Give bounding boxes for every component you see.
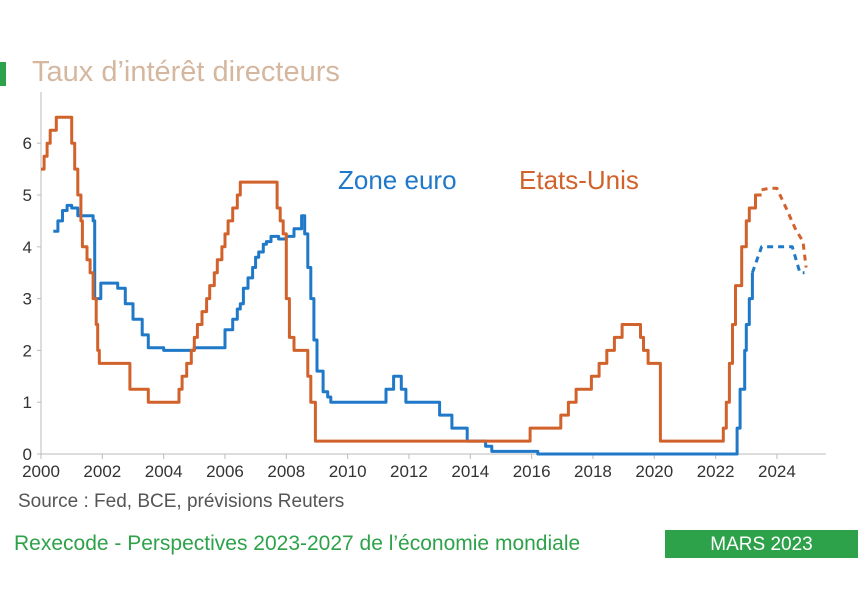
y-tick-label: 5	[23, 186, 32, 205]
series-line-1	[750, 245, 805, 275]
x-tick-label: 2016	[513, 462, 551, 481]
x-tick-label: 2006	[206, 462, 244, 481]
series-line-0	[53, 203, 754, 456]
chart-title: Taux d’intérêt directeurs	[32, 56, 340, 88]
x-tick-label: 2020	[635, 462, 673, 481]
title-accent-bar	[0, 62, 6, 86]
x-tick-label: 2008	[267, 462, 305, 481]
series-layer	[41, 115, 808, 456]
legend-zone-euro: Zone euro	[338, 165, 457, 195]
y-tick-label: 4	[23, 238, 32, 257]
date-badge: MARS 2023	[665, 530, 858, 558]
y-tick-label: 1	[23, 393, 32, 412]
x-tick-label: 2000	[22, 462, 60, 481]
series-line-2	[41, 115, 762, 443]
x-tick-label: 2002	[83, 462, 121, 481]
x-tick-label: 2012	[390, 462, 428, 481]
x-tick-label: 2022	[697, 462, 735, 481]
x-tick-label: 2004	[145, 462, 183, 481]
footer-publication: Rexecode - Perspectives 2023-2027 de l’é…	[14, 532, 581, 555]
y-tick-label: 6	[23, 134, 32, 153]
chart-axes: 0 1 2 3 4 5 6 2000 2002 2004 2006 2008 2010 2012 2014 2…	[22, 92, 826, 481]
y-tick-label: 0	[23, 445, 32, 464]
y-tick-label: 2	[23, 341, 32, 360]
series-line-3	[761, 186, 808, 268]
x-tick-label: 2014	[451, 462, 489, 481]
x-tick-label: 2018	[574, 462, 612, 481]
x-tick-label: 2010	[329, 462, 367, 481]
x-tick-label: 2024	[758, 462, 796, 481]
legend-etats-unis: Etats-Unis	[519, 165, 639, 195]
source-note: Source : Fed, BCE, prévisions Reuters	[18, 491, 345, 512]
y-tick-label: 3	[23, 290, 32, 309]
